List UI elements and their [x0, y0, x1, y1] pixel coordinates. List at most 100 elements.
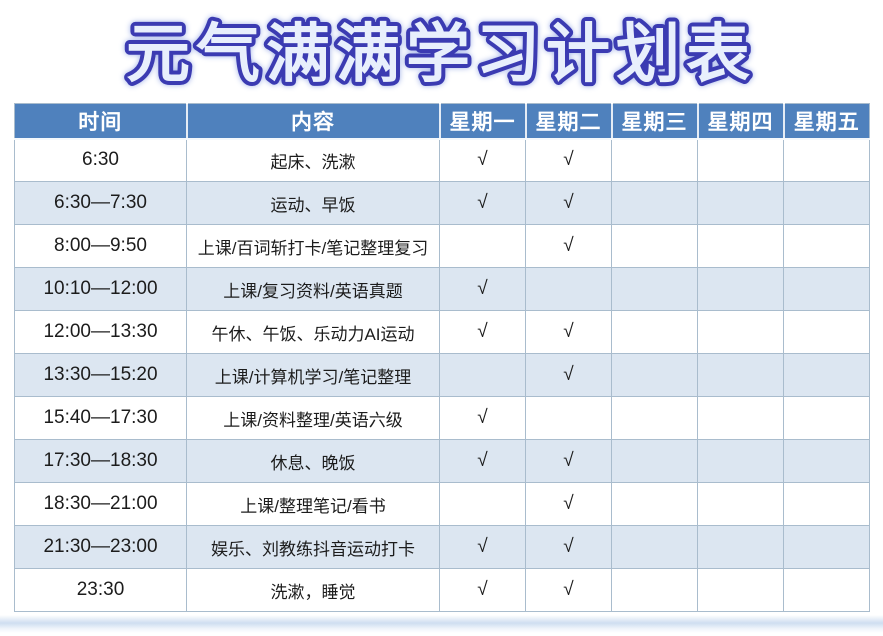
check-cell [783, 224, 870, 268]
check-cell [783, 525, 870, 569]
check-cell [439, 353, 526, 397]
content-cell: 运动、早饭 [186, 181, 440, 225]
check-cell [611, 181, 698, 225]
check-cell [611, 310, 698, 354]
content-cell: 娱乐、刘教练抖音运动打卡 [186, 525, 440, 569]
check-cell [783, 568, 870, 612]
col-header-tuesday: 星期二 [524, 103, 612, 140]
check-cell [783, 482, 870, 526]
time-cell: 15:40—17:30 [14, 396, 187, 440]
check-cell: √ [525, 224, 612, 268]
check-cell: √ [525, 310, 612, 354]
col-header-wednesday: 星期三 [610, 103, 698, 140]
check-cell [611, 439, 698, 483]
time-cell: 8:00—9:50 [14, 224, 187, 268]
time-cell: 18:30—21:00 [14, 482, 187, 526]
col-header-time: 时间 [14, 103, 187, 140]
check-cell [611, 353, 698, 397]
check-cell [611, 525, 698, 569]
check-cell: √ [525, 525, 612, 569]
check-cell [611, 224, 698, 268]
content-cell: 上课/整理笔记/看书 [186, 482, 440, 526]
check-cell: √ [439, 439, 526, 483]
col-header-content: 内容 [185, 103, 440, 140]
table-row: 6:30—7:30 运动、早饭 √ √ [14, 181, 870, 225]
check-cell [525, 396, 612, 440]
check-cell [697, 568, 784, 612]
table-row: 12:00—13:30 午休、午饭、乐动力AI运动 √ √ [14, 310, 870, 354]
content-cell: 起床、洗漱 [186, 138, 440, 182]
col-header-thursday: 星期四 [696, 103, 784, 140]
page-title-graphic: 元气满满学习计划表 [122, 14, 756, 94]
check-cell [697, 439, 784, 483]
check-cell [611, 482, 698, 526]
check-cell: √ [525, 181, 612, 225]
content-cell: 上课/复习资料/英语真题 [186, 267, 440, 311]
table-row: 15:40—17:30 上课/资料整理/英语六级 √ [14, 396, 870, 440]
time-cell: 12:00—13:30 [14, 310, 187, 354]
check-cell [783, 267, 870, 311]
check-cell [611, 138, 698, 182]
check-cell: √ [525, 568, 612, 612]
check-cell [697, 224, 784, 268]
check-cell [783, 138, 870, 182]
check-cell [697, 353, 784, 397]
check-cell [783, 181, 870, 225]
time-cell: 6:30—7:30 [14, 181, 187, 225]
check-cell: √ [439, 568, 526, 612]
check-cell [611, 396, 698, 440]
check-cell: √ [439, 525, 526, 569]
time-cell: 21:30—23:00 [14, 525, 187, 569]
check-cell: √ [525, 439, 612, 483]
content-cell: 洗漱，睡觉 [186, 568, 440, 612]
time-cell: 13:30—15:20 [14, 353, 187, 397]
table-row: 18:30—21:00 上课/整理笔记/看书 √ [14, 482, 870, 526]
check-cell [697, 525, 784, 569]
time-cell: 6:30 [14, 138, 187, 182]
time-cell: 23:30 [14, 568, 187, 612]
table-row: 6:30 起床、洗漱 √ √ [14, 138, 870, 182]
schedule-table-body: 6:30 起床、洗漱 √ √ 6:30—7:30 运动、早饭 √ √ 8:00—9:50 上课/百… [14, 138, 870, 612]
check-cell: √ [525, 482, 612, 526]
check-cell [439, 482, 526, 526]
table-row: 23:30 洗漱，睡觉 √ √ [14, 568, 870, 612]
check-cell: √ [439, 310, 526, 354]
check-cell: √ [439, 181, 526, 225]
time-cell: 17:30—18:30 [14, 439, 187, 483]
check-cell [697, 396, 784, 440]
check-cell: √ [439, 138, 526, 182]
col-header-monday: 星期一 [438, 103, 526, 140]
content-cell: 上课/计算机学习/笔记整理 [186, 353, 440, 397]
check-cell: √ [439, 267, 526, 311]
table-row: 10:10—12:00 上课/复习资料/英语真题 √ [14, 267, 870, 311]
check-cell [783, 310, 870, 354]
check-cell [525, 267, 612, 311]
content-cell: 休息、晚饭 [186, 439, 440, 483]
time-cell: 10:10—12:00 [14, 267, 187, 311]
col-header-friday: 星期五 [782, 103, 870, 140]
schedule-table: 时间 内容 星期一 星期二 星期三 星期四 星期五 6:30 起床、洗漱 √ √ 6:3… [14, 103, 870, 612]
check-cell [611, 267, 698, 311]
content-cell: 上课/资料整理/英语六级 [186, 396, 440, 440]
check-cell: √ [525, 138, 612, 182]
page-title-text: 元气满满学习计划表 [126, 18, 756, 90]
check-cell: √ [439, 396, 526, 440]
table-row: 13:30—15:20 上课/计算机学习/笔记整理 √ [14, 353, 870, 397]
check-cell [697, 181, 784, 225]
check-cell [783, 439, 870, 483]
table-row: 17:30—18:30 休息、晚饭 √ √ [14, 439, 870, 483]
check-cell [783, 396, 870, 440]
page-title: 元气满满学习计划表 [0, 2, 883, 102]
check-cell [611, 568, 698, 612]
content-cell: 上课/百词斩打卡/笔记整理复习 [186, 224, 440, 268]
check-cell [697, 267, 784, 311]
check-cell [697, 310, 784, 354]
check-cell [697, 482, 784, 526]
check-cell: √ [525, 353, 612, 397]
check-cell [439, 224, 526, 268]
check-cell [697, 138, 784, 182]
table-row: 21:30—23:00 娱乐、刘教练抖音运动打卡 √ √ [14, 525, 870, 569]
content-cell: 午休、午饭、乐动力AI运动 [186, 310, 440, 354]
bottom-glow-band [0, 615, 883, 633]
